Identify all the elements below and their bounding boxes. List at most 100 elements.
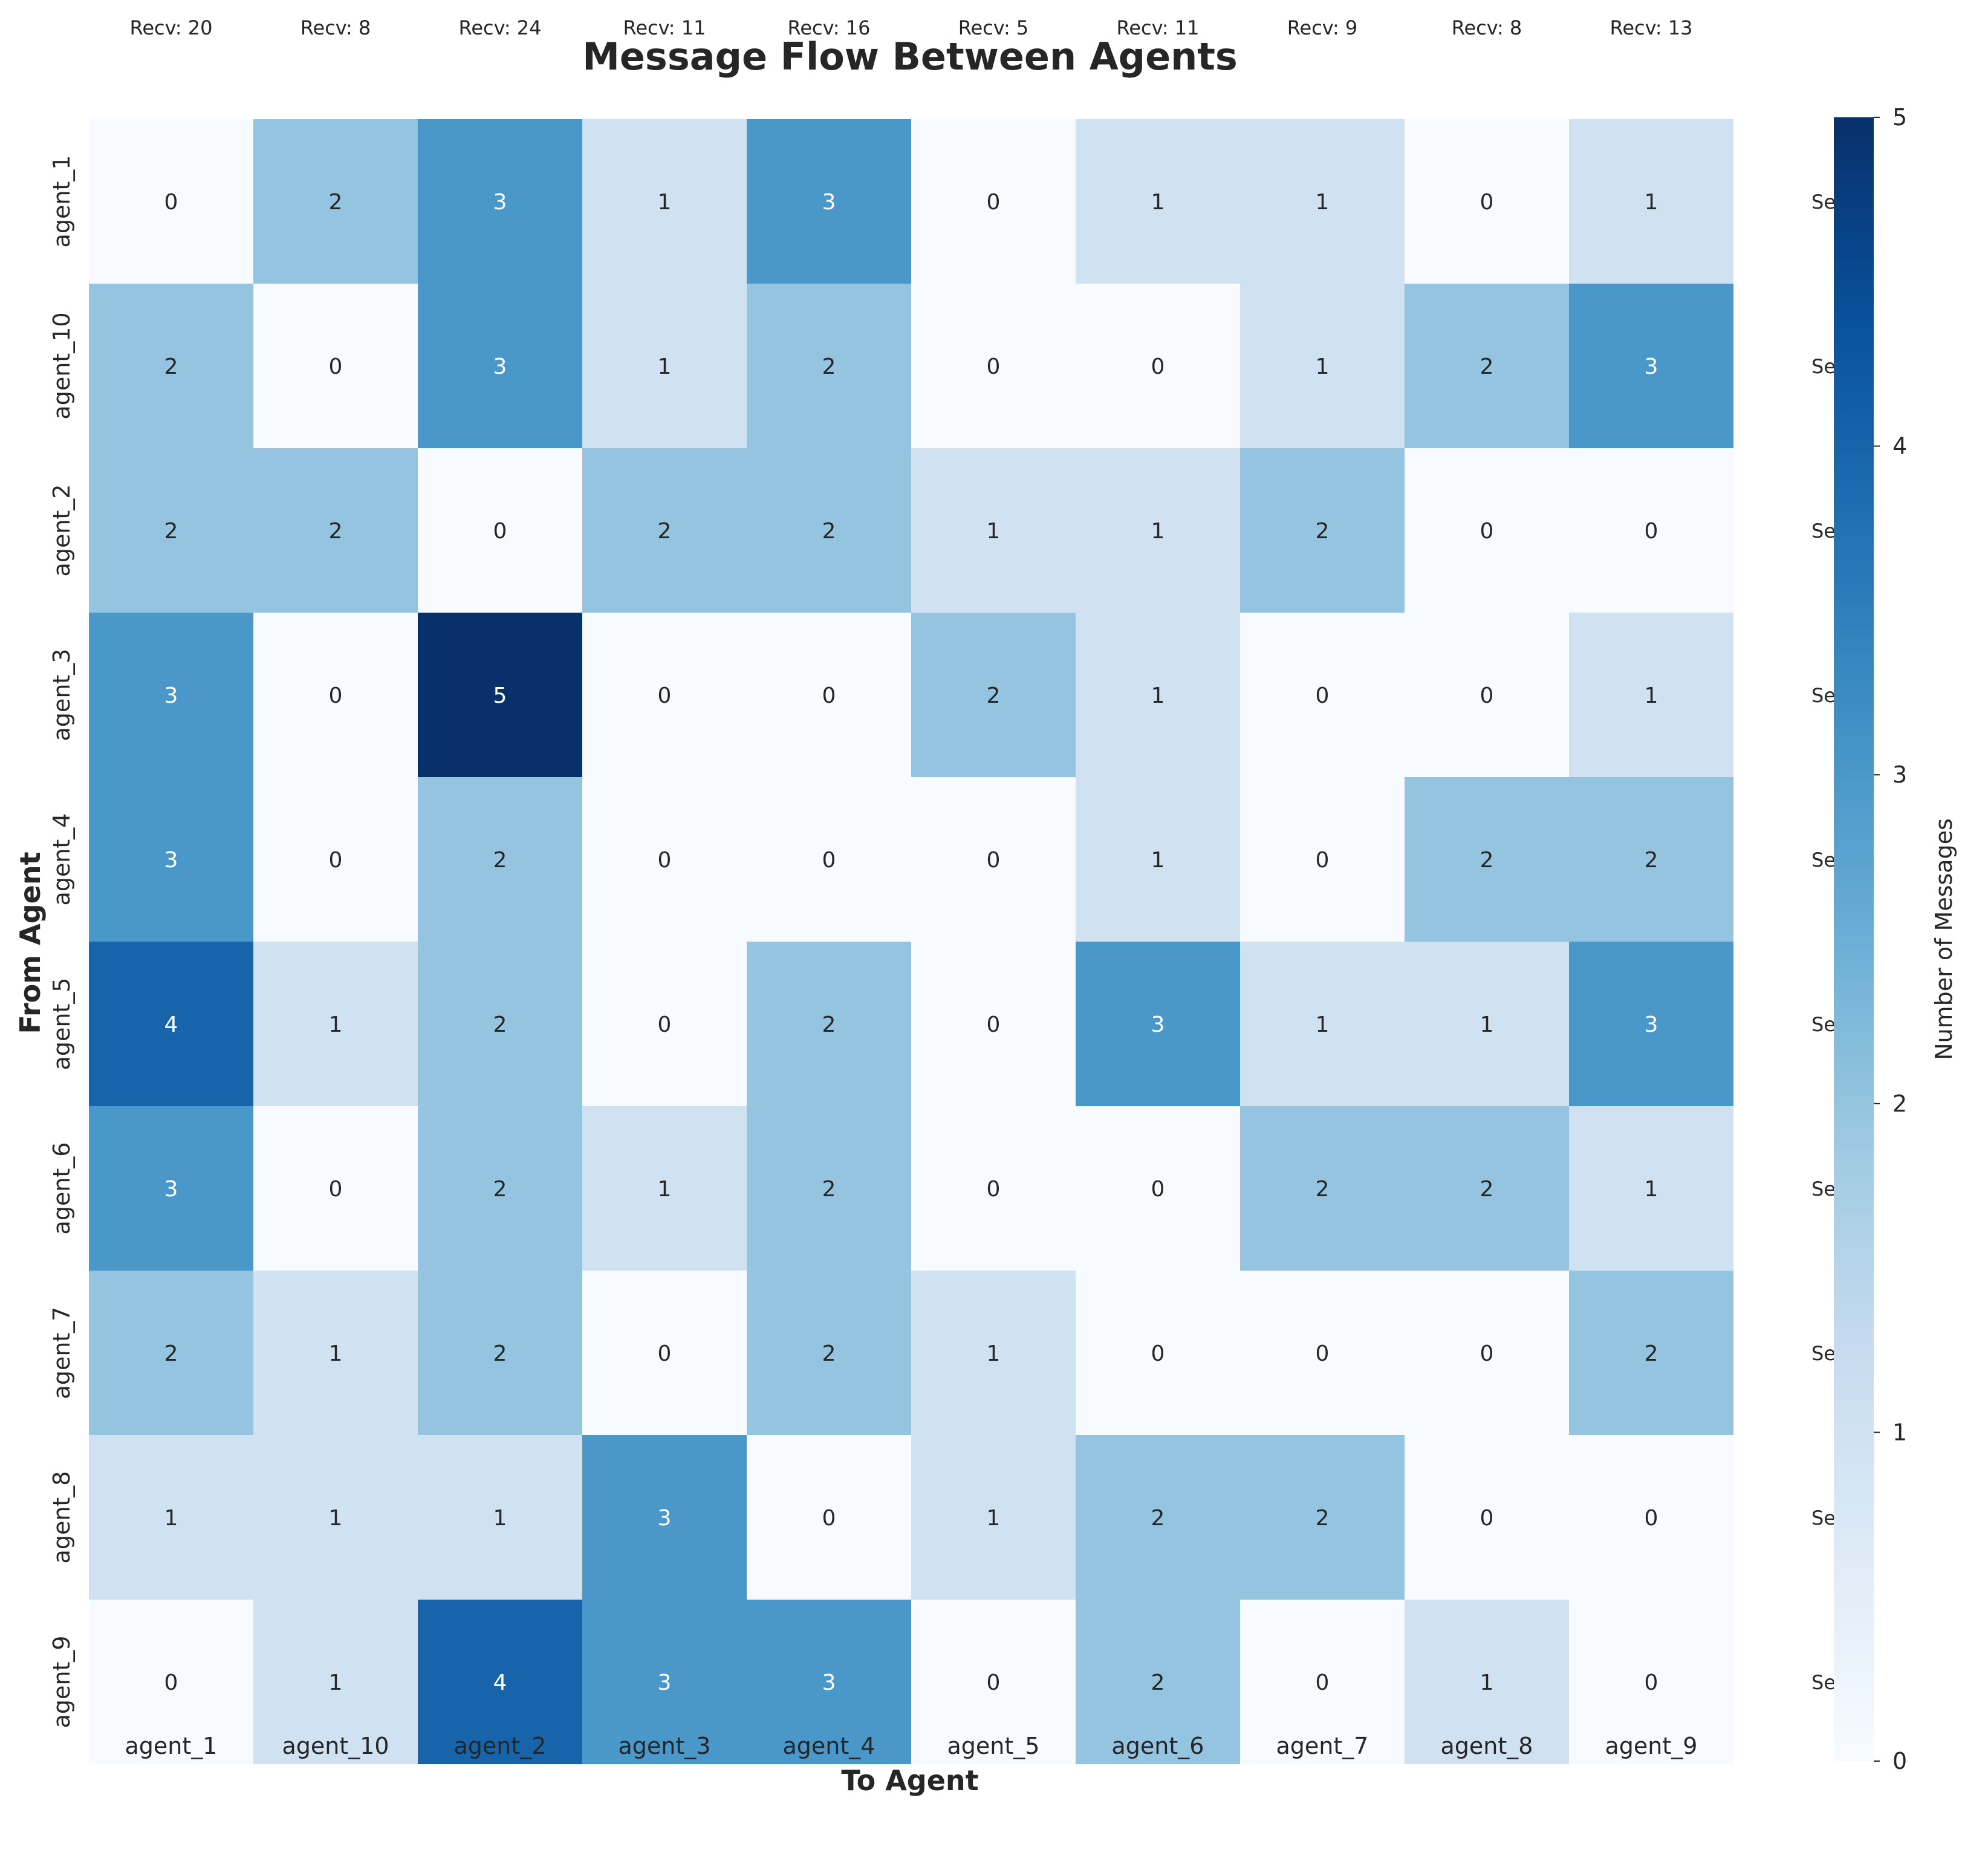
cell-value-label: 3 [493, 190, 507, 215]
cell-value-label: 2 [329, 519, 343, 544]
cell-value-label: 2 [1151, 1506, 1165, 1531]
cell-value-label: 3 [1151, 1012, 1165, 1037]
heatmap-cell [1405, 942, 1569, 1106]
cell-value-label: 2 [164, 519, 178, 544]
cell-value-label: 1 [987, 1341, 1001, 1366]
heatmap-cell [747, 777, 911, 942]
cell-value-label: 1 [1480, 1012, 1494, 1037]
heatmap-cell [89, 1106, 253, 1271]
y-tick-labels: agent_1 agent_10 agent_2 agent_3 agent_4agen… [48, 155, 75, 1728]
cell-value-label: 0 [1645, 1506, 1658, 1531]
cell-value-label: 1 [164, 1506, 178, 1531]
cell-value-label: 1 [1645, 683, 1658, 708]
column-annotation: Recv: 11 [1117, 16, 1200, 39]
cell-value-label: 0 [1645, 519, 1658, 544]
cell-value-label: 2 [1316, 1506, 1330, 1531]
heatmap-cell [89, 1600, 253, 1764]
heatmap-cell [1076, 119, 1240, 284]
heatmap-cell [1569, 119, 1733, 284]
heatmap-cell [1405, 1271, 1569, 1435]
heatmap-cell [89, 1435, 253, 1600]
cell-value-label: 1 [1316, 190, 1330, 215]
chart-title: Message Flow Between Agents [582, 34, 1238, 79]
row-annotation: Se [1811, 519, 1836, 542]
colorbar-tick-label: 2 [1892, 1090, 1907, 1117]
cell-value-label: 2 [164, 354, 178, 379]
heatmap-cell [1405, 1106, 1569, 1271]
y-tick-label: agent_10 [48, 312, 75, 419]
heatmap-cell [253, 448, 418, 613]
colorbar-tick-label: 5 [1892, 104, 1907, 131]
cell-value-label: 2 [493, 1177, 507, 1202]
cell-value-label: 0 [1316, 1670, 1330, 1695]
heatmap-cell [1405, 119, 1569, 284]
heatmap-cell [911, 1435, 1076, 1600]
column-annotation: Recv: 9 [1287, 16, 1358, 39]
heatmap-cell [582, 777, 747, 942]
row-annotation: Se [1811, 848, 1836, 871]
x-tick-label: agent_4 [783, 1733, 875, 1759]
cell-value-label: 4 [493, 1670, 507, 1695]
cell-value-label: 3 [164, 1177, 178, 1202]
cell-value-label: 1 [329, 1506, 343, 1531]
heatmap-cell [1569, 613, 1733, 777]
heatmap-cell [911, 1106, 1076, 1271]
heatmap-cell [253, 284, 418, 448]
cell-value-label: 2 [1645, 848, 1658, 873]
heatmap-cell [1240, 1271, 1405, 1435]
column-annotation: Recv: 8 [1452, 16, 1522, 39]
cell-value-label: 0 [1151, 1341, 1165, 1366]
cell-value-label: 3 [658, 1506, 672, 1531]
cell-value-label: 1 [1151, 848, 1165, 873]
heatmap-cell [911, 448, 1076, 613]
row-annotation: Se [1811, 1013, 1836, 1036]
heatmap-cell [1569, 1435, 1733, 1600]
heatmap-cell [911, 1271, 1076, 1435]
heatmap-cell [89, 942, 253, 1106]
row-annotation: Se [1811, 355, 1836, 378]
cell-value-label: 1 [987, 519, 1001, 544]
x-tick-label: agent_6 [1112, 1733, 1204, 1759]
cell-value-label: 3 [822, 1670, 836, 1695]
y-tick-label: agent_5 [48, 978, 75, 1070]
cell-value-label: 3 [1645, 1012, 1658, 1037]
cell-value-label: 1 [1480, 1670, 1494, 1695]
cell-value-label: 0 [329, 683, 343, 708]
heatmap-cell [1076, 1600, 1240, 1764]
heatmap-cell [1569, 777, 1733, 942]
cell-value-label: 1 [1645, 190, 1658, 215]
heatmap-cell [1076, 1106, 1240, 1271]
cell-value-label: 0 [1151, 354, 1165, 379]
cell-value-label: 2 [822, 519, 836, 544]
cell-value-label: 0 [329, 848, 343, 873]
heatmap-cell [1240, 613, 1405, 777]
heatmap-cell [911, 284, 1076, 448]
heatmap-cell [911, 613, 1076, 777]
heatmap-cell [911, 1600, 1076, 1764]
cell-value-label: 2 [1316, 519, 1330, 544]
row-annotation: Se [1811, 1177, 1836, 1200]
y-tick-label: agent_8 [48, 1471, 75, 1564]
heatmap-cell [1240, 777, 1405, 942]
cell-value-label: 1 [1316, 354, 1330, 379]
row-annotations: Se Se Se Se Se Se Se Se Se Se [1811, 191, 1836, 1694]
cell-value-label: 1 [658, 354, 672, 379]
heatmap-cell [1076, 1271, 1240, 1435]
heatmap-cells: 0 2 3 1 3 0 1 1 0 1 2 0 3 1 2 0 0 1 2 3 2 2 0 2 2 1 1 2 0 0 3 0 5 0 0 2 1 0 0 1… [89, 119, 1733, 1764]
heatmap-cell [1569, 1271, 1733, 1435]
row-annotation: Se [1811, 1671, 1836, 1694]
cell-value-label: 2 [1316, 1177, 1330, 1202]
heatmap-cell [1569, 284, 1733, 448]
colorbar [1834, 117, 1874, 1761]
cell-value-label: 1 [493, 1506, 507, 1531]
heatmap-cell [911, 119, 1076, 284]
heatmap-cell [1076, 284, 1240, 448]
colorbar-tick-label: 3 [1892, 761, 1907, 788]
cell-value-label: 3 [164, 683, 178, 708]
colorbar-tick-label: 1 [1892, 1419, 1907, 1445]
heatmap-cell [582, 942, 747, 1106]
heatmap-cell [582, 448, 747, 613]
cell-value-label: 2 [329, 190, 343, 215]
cell-value-label: 4 [164, 1012, 178, 1037]
heatmap-cell [1405, 613, 1569, 777]
